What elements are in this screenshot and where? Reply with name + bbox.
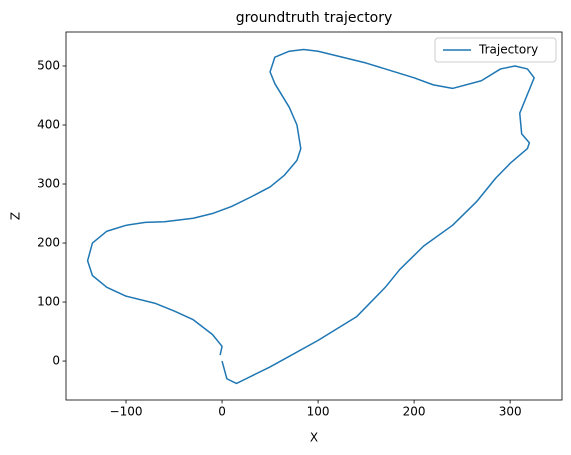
y-tick-label: 200: [37, 236, 60, 250]
x-tick-label: 0: [218, 405, 226, 419]
y-tick-label: 300: [37, 177, 60, 191]
trajectory-line: [86, 48, 535, 385]
legend-label: Trajectory: [478, 43, 538, 57]
y-tick-label: 100: [37, 295, 60, 309]
x-tick-label: −100: [110, 405, 143, 419]
x-tick-label: 300: [499, 405, 522, 419]
y-axis-label: Z: [9, 212, 23, 220]
y-tick-label: 400: [37, 118, 60, 132]
x-tick-label: 200: [403, 405, 426, 419]
plot-frame: [65, 31, 563, 401]
x-axis-label: X: [310, 431, 318, 445]
x-tick-label: 100: [307, 405, 330, 419]
y-tick-label: 500: [37, 58, 60, 72]
legend-box: [434, 37, 557, 63]
y-tick-label: 0: [52, 354, 60, 368]
chart-title: groundtruth trajectory: [236, 10, 393, 26]
